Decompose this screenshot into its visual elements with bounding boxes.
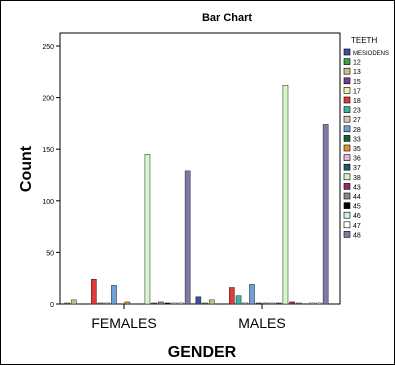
legend-label: 45	[353, 204, 361, 211]
bar	[178, 302, 184, 305]
legend-label: 47	[353, 223, 361, 230]
y-tick-label: 0	[50, 302, 54, 309]
legend-swatch	[343, 154, 351, 161]
legend: MESIODENS 12 13 15 17 18 23 27 28 33 35 36 37 38 43 44 4…	[343, 48, 389, 239]
legend-label: 37	[353, 165, 361, 172]
legend-label: 38	[353, 175, 361, 182]
y-tick-label: 200	[42, 96, 54, 103]
legend-swatch	[343, 221, 351, 229]
bar	[64, 302, 70, 305]
x-tick-label: MALES	[238, 315, 285, 331]
bar	[309, 302, 316, 305]
bar	[144, 154, 151, 305]
legend-swatch	[343, 202, 351, 209]
bar	[296, 302, 302, 305]
bar	[70, 299, 77, 305]
legend-swatch	[343, 211, 351, 219]
legend-swatch	[343, 183, 351, 190]
legend-label: 17	[353, 88, 361, 95]
bar	[195, 296, 202, 305]
bar	[184, 170, 191, 305]
legend-swatch	[343, 58, 351, 65]
bar	[255, 302, 262, 305]
legend-label: 18	[353, 98, 361, 105]
plot-border	[59, 32, 341, 305]
legend-swatch	[343, 96, 351, 104]
legend-label: 36	[353, 156, 361, 163]
bar	[316, 302, 322, 305]
x-axis: FEMALES MALES	[91, 304, 286, 331]
legend-label: MESIODENS	[353, 51, 389, 57]
legend-label: 15	[353, 79, 361, 86]
x-tick-label: FEMALES	[91, 315, 156, 331]
bar	[164, 302, 171, 305]
y-tick-label: 150	[42, 147, 54, 154]
bar	[249, 284, 255, 305]
bar	[242, 302, 249, 305]
legend-label: 46	[353, 213, 361, 220]
bar	[202, 302, 208, 305]
bar	[275, 302, 282, 305]
bar	[269, 302, 275, 305]
legend-swatch	[343, 144, 351, 152]
legend-swatch	[343, 173, 351, 181]
legend-label: 43	[353, 184, 361, 191]
legend-swatch	[343, 77, 351, 85]
legend-swatch	[343, 125, 351, 133]
legend-label: 48	[353, 232, 361, 239]
bar	[208, 299, 215, 305]
legend-label: 13	[353, 69, 361, 76]
bar	[282, 84, 289, 305]
chart-title: Bar Chart	[202, 12, 252, 24]
bar	[91, 278, 97, 305]
x-axis-label: GENDER	[168, 344, 237, 361]
legend-label: 44	[353, 194, 361, 201]
bar	[262, 302, 269, 305]
bar	[171, 302, 178, 305]
legend-swatch	[343, 192, 351, 200]
y-tick-label: 250	[42, 44, 54, 51]
bar	[229, 287, 235, 305]
y-tick-label: 50	[46, 250, 54, 257]
legend-label: 27	[353, 117, 361, 124]
legend-label: 35	[353, 146, 361, 153]
bar	[158, 301, 164, 305]
legend-title: TEETH	[351, 36, 377, 45]
legend-swatch	[343, 115, 351, 123]
bar	[289, 301, 295, 305]
legend-swatch	[343, 135, 351, 142]
y-axis-label: Count	[18, 145, 35, 192]
y-axis: 0 50 100 150 200 250	[42, 44, 60, 309]
legend-swatch	[343, 67, 351, 75]
legend-swatch	[343, 231, 351, 238]
bar	[124, 301, 131, 305]
bar	[97, 302, 104, 305]
legend-label: 33	[353, 136, 361, 143]
bar	[104, 302, 111, 305]
legend-label: 12	[353, 60, 361, 67]
legend-swatch	[343, 106, 351, 113]
bar	[235, 295, 242, 305]
legend-label: 23	[353, 108, 361, 115]
legend-swatch	[343, 87, 351, 94]
legend-swatch	[343, 48, 351, 56]
legend-swatch	[343, 163, 351, 171]
plot-area	[59, 32, 341, 305]
bar	[111, 285, 117, 305]
bar	[151, 302, 157, 305]
bar	[322, 124, 329, 305]
legend-label: 28	[353, 127, 361, 134]
y-tick-label: 100	[42, 199, 54, 206]
